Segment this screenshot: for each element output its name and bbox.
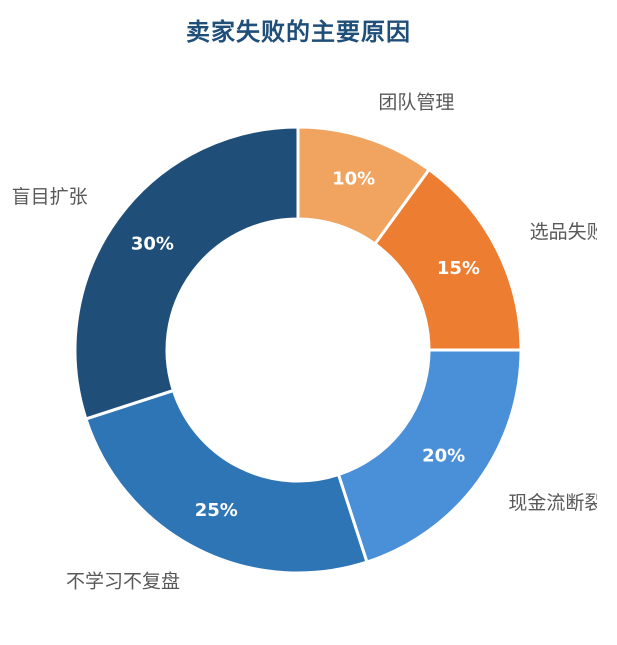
donut-slice-3 [336,348,523,564]
slice-category-label-5: 盲目扩张 [12,186,88,208]
slice-category-label-1: 团队管理 [378,92,454,114]
slice-category-label-4: 不学习不复盘 [66,571,180,593]
slice-value-label-4: 25% [195,500,238,521]
slice-value-label-1: 10% [332,168,375,189]
slice-category-label-3: 现金流断裂 [508,492,597,514]
slice-value-label-5: 30% [131,234,174,255]
slice-category-label-2: 选品失败 [530,221,597,243]
donut-slice-4 [84,388,369,575]
donut-slice-5 [73,125,300,421]
slice-value-label-3: 20% [422,445,465,466]
donut-chart: 10% 团队管理 15% 选品失败 20% 现金流断裂 25% 不学习不复盘 30% 盲目扩张 [12,92,597,593]
chart-title: 卖家失败的主要原因 [186,18,411,46]
slice-value-label-2: 15% [437,258,480,279]
